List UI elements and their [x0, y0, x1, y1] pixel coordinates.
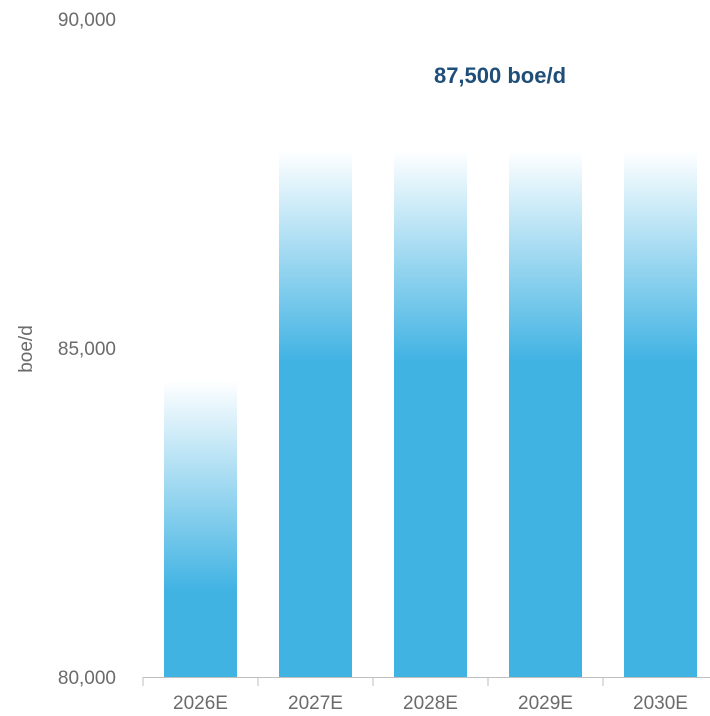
y-tick-label: 90,000	[58, 10, 116, 31]
x-tick-label: 2027E	[288, 693, 343, 714]
y-axis-title: boe/d	[16, 325, 37, 373]
x-tick-label: 2029E	[518, 693, 573, 714]
x-tick-label: 2026E	[173, 693, 228, 714]
bar-2026e	[164, 380, 237, 677]
bar-2029e	[509, 150, 582, 678]
y-tick-label: 85,000	[58, 339, 116, 360]
bars-group	[164, 150, 697, 678]
x-tick-label: 2030E	[633, 693, 688, 714]
y-axis-ticks: 80,000 85,000 90,000	[58, 10, 116, 689]
x-axis-labels: 2026E 2027E 2028E 2029E 2030E	[173, 693, 688, 714]
bar-2028e	[394, 150, 467, 678]
bar-2027e	[279, 150, 352, 678]
y-tick-label: 80,000	[58, 668, 116, 689]
x-axis-ticks	[142, 677, 604, 686]
bar-2030e	[624, 150, 697, 678]
production-target-annotation: 87,500 boe/d	[434, 63, 566, 88]
x-tick-label: 2028E	[403, 693, 458, 714]
